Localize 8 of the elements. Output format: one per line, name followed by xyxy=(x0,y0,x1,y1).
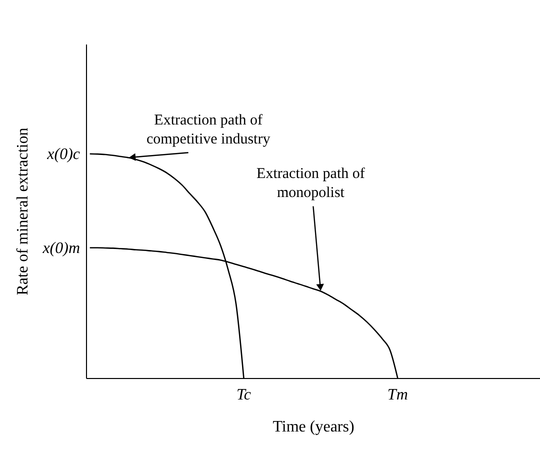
x-tick-label: Tc xyxy=(236,386,252,404)
x-axis-title: Time (years) xyxy=(272,418,354,436)
text: x(0)m xyxy=(42,240,80,257)
text: x(0)c xyxy=(46,146,80,163)
annotation: Extraction path of competitive industry xyxy=(146,112,271,148)
y-axis-title: Rate of mineral extraction xyxy=(14,128,32,296)
annotation: Extraction path of monopolist xyxy=(256,166,365,202)
x-tick-label: Tm xyxy=(387,386,408,404)
